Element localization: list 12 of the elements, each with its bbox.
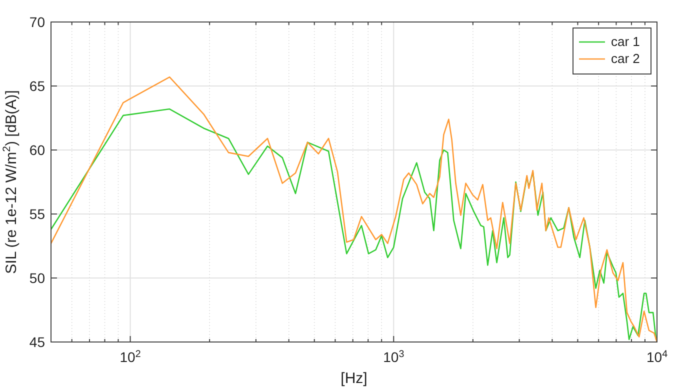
legend-label: car 2 (611, 51, 640, 66)
x-tick-label: 10$^{4}$ (646, 348, 668, 365)
x-axis-title: [Hz] (340, 370, 368, 387)
y-tick-label: 55 (29, 206, 46, 222)
y-tick-label: 45 (29, 334, 46, 350)
y-tick-label: 50 (29, 270, 46, 286)
x-tick-label: 10$^{2}$ (120, 348, 141, 365)
y-tick-label: 60 (29, 142, 46, 158)
y-tick-label: 65 (29, 78, 46, 94)
y-tick-label: 70 (29, 14, 46, 30)
legend-label: car 1 (611, 34, 640, 49)
x-tick-label: 10$^{3}$ (383, 348, 405, 365)
